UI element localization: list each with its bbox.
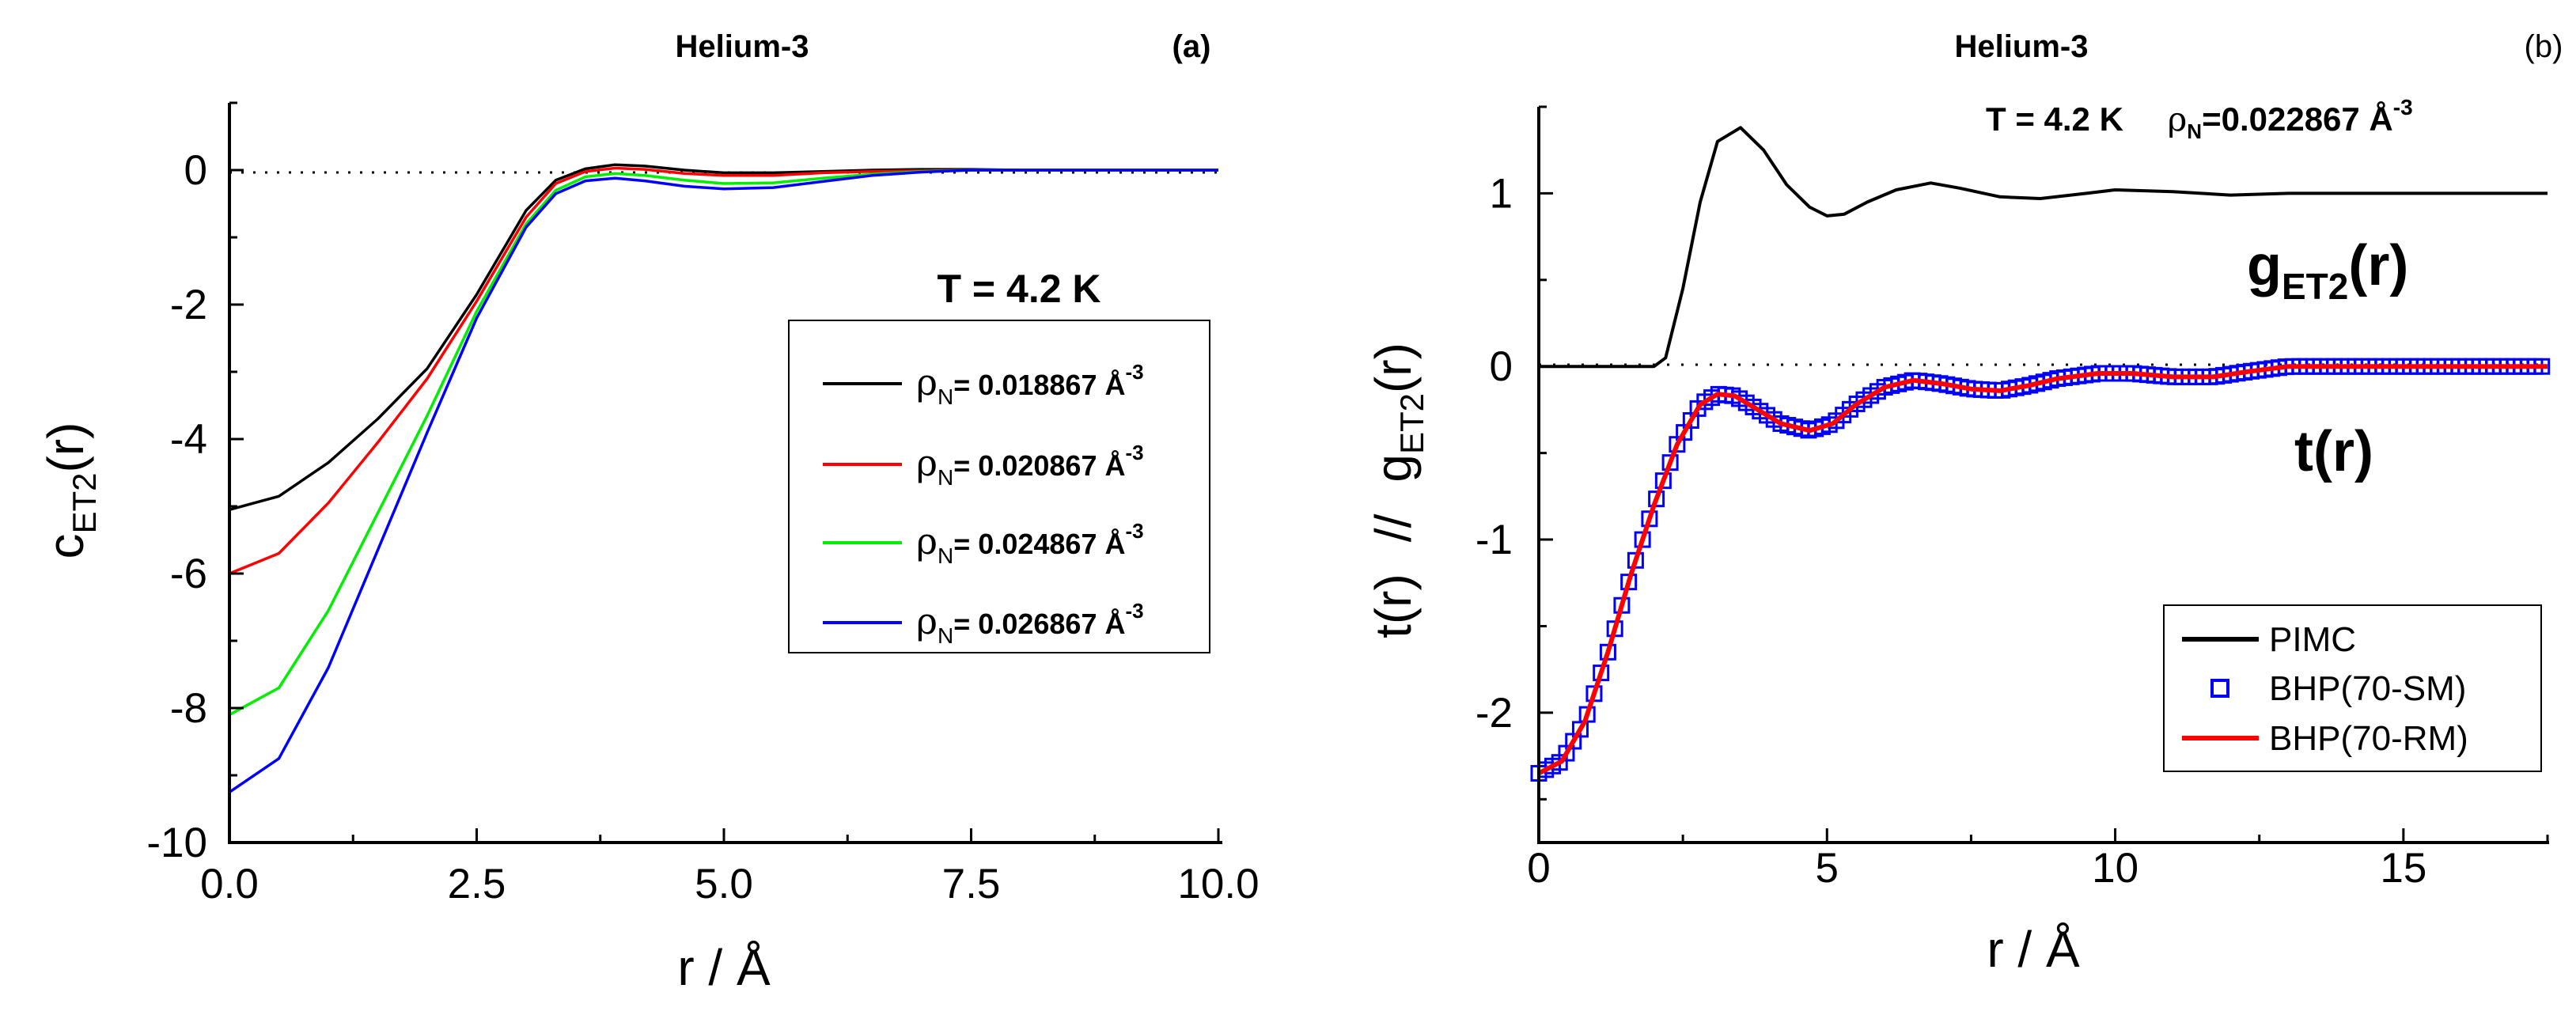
panel-b-bhp-rm-line	[1537, 364, 2548, 776]
panel-b: Helium-3 (b) T = 4.2 K ρN=0.022867 Å-3 0…	[1365, 29, 2563, 978]
panel-a-y-tick-label: -2	[170, 282, 207, 328]
panel-a-series-group	[229, 163, 1218, 793]
panel-a-series-line-4	[229, 169, 1218, 793]
panel-a-x-axis-title: r / Å	[677, 939, 771, 996]
panel-b-legend-label-2: BHP(70-SM)	[2269, 669, 2466, 708]
panel-b-y-tick-label: 0	[1490, 343, 1513, 390]
panel-b-legend-label-3: BHP(70-RM)	[2269, 719, 2468, 758]
panel-b-bhp-sm-marker	[1654, 472, 1672, 490]
panel-b-legend-swatch-2	[2210, 679, 2229, 698]
panel-a-y-tick-label: 0	[184, 147, 207, 194]
panel-b-series-group	[1530, 126, 2551, 782]
panel-a-x-tick-label: 7.5	[942, 861, 1001, 907]
panel-a-x-tick-label: 5.0	[695, 861, 753, 907]
panel-a-ticks: 0.0 2.5 5.0 7.5 10.0 0 -2 -4 -6 -8 -10	[146, 101, 1260, 907]
panel-b-pimc-line	[1539, 126, 2548, 369]
panel-b-label: (b)	[2525, 29, 2563, 64]
panel-a-x-tick-label: 2.5	[448, 861, 506, 907]
panel-a-x-tick-label: 0.0	[200, 861, 259, 907]
panel-a-y-axis-title: cET2(r)	[37, 422, 103, 559]
panel-a-y-tick-label: -4	[170, 416, 207, 463]
panel-b-y-tick-label: -1	[1476, 517, 1513, 563]
panel-b-legend: PIMC BHP(70-SM) BHP(70-RM)	[2182, 620, 2468, 758]
panel-a-legend-label-4: ρN= 0.026867 Å-3	[916, 599, 1144, 648]
panel-a-x-tick-label: 10.0	[1177, 861, 1259, 907]
panel-a-y-tick-label: -8	[170, 685, 207, 732]
panel-a-legend-label-1: ρN= 0.018867 Å-3	[916, 360, 1144, 409]
panel-a-legend-label-3: ρN= 0.024867 Å-3	[916, 519, 1144, 568]
panel-b-g-curve-label: gET2(r)	[2247, 234, 2408, 307]
panel-b-y-tick-label: 1	[1490, 170, 1513, 217]
panel-b-x-tick-label: 5	[1816, 845, 1839, 892]
panel-b-x-tick-label: 15	[2380, 845, 2426, 892]
panel-b-y-axis-title: t(r)//gET2(r)	[1365, 343, 1430, 638]
panel-b-x-tick-label: 0	[1527, 845, 1550, 892]
panel-a-label: (a)	[1172, 29, 1211, 64]
panel-a-legend-box	[788, 320, 1210, 653]
panel-a-title: Helium-3	[676, 29, 809, 64]
panel-b-header: T = 4.2 K ρN=0.022867 Å-3	[1986, 95, 2413, 143]
panel-a-y-tick-label: -6	[170, 551, 207, 597]
panel-b-legend-label-1: PIMC	[2269, 620, 2356, 659]
panel-b-bhp-sm-marker	[1661, 454, 1679, 472]
panel-b-x-axis-title: r / Å	[1987, 921, 2080, 978]
panel-a-legend: ρN= 0.018867 Å-3 ρN= 0.020867 Å-3 ρN= 0.02…	[823, 360, 1144, 648]
panel-a-y-tick-label: -10	[146, 820, 207, 866]
panel-a-temperature-annotation: T = 4.2 K	[937, 267, 1100, 311]
panel-a: Helium-3 (a) 0.0 2.5 5.0 7.5 10.0 0 -2 -4 -6 -8 -1…	[37, 29, 1260, 996]
panel-b-y-tick-label: -2	[1476, 690, 1513, 737]
panel-a-legend-label-2: ρN= 0.020867 Å-3	[916, 441, 1144, 490]
panel-b-title: Helium-3	[1955, 29, 2089, 64]
panel-b-x-tick-label: 10	[2092, 845, 2138, 892]
panel-b-t-curve-label: t(r)	[2294, 420, 2373, 483]
panel-b-bhp-sm-marker	[1648, 490, 1665, 508]
